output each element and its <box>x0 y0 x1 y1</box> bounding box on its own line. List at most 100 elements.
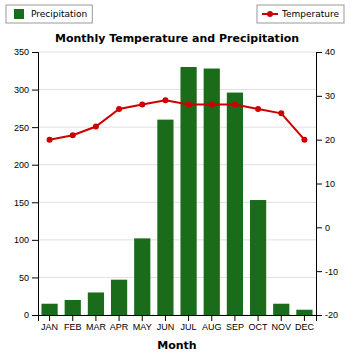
bar <box>41 304 57 315</box>
x-tick-label: DEC <box>295 322 315 332</box>
y-tick-label: 150 <box>14 198 29 208</box>
marker <box>232 102 238 108</box>
legend-swatch <box>14 9 24 19</box>
y2-tick: -20 <box>316 310 338 320</box>
y-tick-label: 50 <box>19 273 29 283</box>
x-tick-label: APR <box>110 322 129 332</box>
x-tick-label: JUL <box>181 322 197 332</box>
y2-tick-mark <box>316 52 322 53</box>
y-tick-label: 250 <box>14 123 29 133</box>
x-tick: JAN <box>41 315 58 332</box>
legend: Precipitation <box>6 5 92 23</box>
marker <box>70 132 76 138</box>
y-tick-label: 300 <box>14 85 29 95</box>
marker <box>255 106 261 112</box>
bar <box>65 300 81 315</box>
legend-box <box>6 5 92 23</box>
legend: Temperature <box>257 5 344 23</box>
y-tick-mark <box>32 90 38 91</box>
marks <box>41 67 312 315</box>
y-tick-mark <box>32 127 38 128</box>
y2-tick-label: 40 <box>325 47 335 57</box>
bar <box>88 292 104 315</box>
y2-tick: 40 <box>316 47 335 57</box>
x-tick-label: OCT <box>249 322 268 332</box>
y-tick-mark <box>32 52 38 53</box>
y-tick-label: 200 <box>14 160 29 170</box>
chart: JAN FEB MARAPR MAY JUN JUL AUG SEP OCTNOV DEC 0 50 1… <box>0 0 350 357</box>
y-tick: 150 <box>14 198 38 208</box>
marker <box>301 137 307 143</box>
grid-line <box>38 52 316 53</box>
legend-label: Precipitation <box>31 9 87 19</box>
axis-line <box>32 53 39 316</box>
x-tick-label: MAY <box>133 322 152 332</box>
y2-axis: -20-10010203040 <box>316 47 338 320</box>
y-tick-mark <box>32 315 38 316</box>
x-axis-title: Month <box>157 339 196 352</box>
x-tick: NOV <box>271 315 291 332</box>
marker <box>139 102 145 108</box>
x-tick-mark <box>95 315 96 321</box>
x-tick-mark <box>304 315 305 321</box>
legend-marker <box>267 11 273 17</box>
x-tick: DEC <box>295 315 315 332</box>
bar <box>111 280 127 315</box>
grid-line <box>38 164 316 165</box>
bar <box>227 93 243 315</box>
x-tick-mark <box>258 315 259 321</box>
x-tick: OCT <box>249 315 268 332</box>
x-tick: APR <box>110 315 129 332</box>
marker <box>93 124 99 130</box>
x-tick-label: JUN <box>157 322 175 332</box>
plot-area: JAN FEB MARAPR MAY JUN JUL AUG SEP OCTNOV DEC 0 50 1… <box>14 47 338 332</box>
grid-line <box>38 202 316 203</box>
bar <box>157 120 173 315</box>
y2-tick: -10 <box>316 267 338 277</box>
grid-line <box>38 239 316 240</box>
x-tick: SEP <box>226 315 244 332</box>
y2-tick-label: 20 <box>325 135 335 145</box>
marker <box>209 102 215 108</box>
y-tick-label: 100 <box>14 235 29 245</box>
x-tick: FEB <box>64 315 82 332</box>
y2-tick-mark <box>316 96 322 97</box>
x-tick-label: AUG <box>202 322 222 332</box>
bar <box>250 200 266 315</box>
x-tick-mark <box>72 315 73 321</box>
y-tick: 200 <box>14 160 38 170</box>
x-tick-label: JAN <box>41 322 58 332</box>
y2-tick-label: 30 <box>325 91 335 101</box>
bar <box>296 310 312 315</box>
bar <box>273 304 289 315</box>
x-tick-label: MAR <box>86 322 107 332</box>
marker <box>116 106 122 112</box>
y-tick: 350 <box>14 47 38 57</box>
axis-line <box>39 316 317 322</box>
marker <box>162 97 168 103</box>
y2-tick-label: -10 <box>325 267 338 277</box>
y-tick-label: 350 <box>14 47 29 57</box>
x-tick-label: SEP <box>226 322 244 332</box>
x-tick: JUN <box>157 315 175 332</box>
grid-line <box>38 89 316 90</box>
x-tick-mark <box>119 315 120 321</box>
marker <box>278 110 284 116</box>
y2-tick-label: -20 <box>325 310 338 320</box>
y2-tick: 20 <box>316 135 335 145</box>
y2-tick-mark <box>316 227 322 228</box>
x-tick-label: FEB <box>64 322 82 332</box>
y-axis: 0 50 100 150 200 250 300 350 <box>14 47 39 320</box>
x-tick: AUG <box>202 315 222 332</box>
y-tick-mark <box>32 165 38 166</box>
grid <box>38 52 316 315</box>
grid-line <box>38 277 316 278</box>
y2-tick-label: 10 <box>325 179 335 189</box>
y-tick-label: 0 <box>24 310 29 320</box>
x-tick-mark <box>188 315 189 321</box>
y2-tick-mark <box>316 271 322 272</box>
grid-line <box>38 127 316 128</box>
y-tick-mark <box>32 240 38 241</box>
x-tick-mark <box>165 315 166 321</box>
bar-series <box>41 67 312 315</box>
